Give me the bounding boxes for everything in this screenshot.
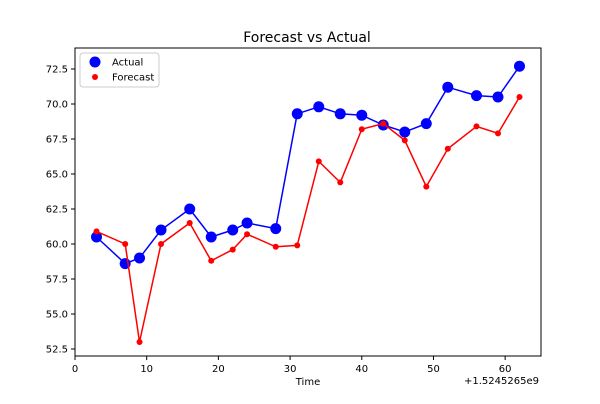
- forecast-data-point: [208, 257, 215, 264]
- forecast-data-point: [473, 123, 480, 130]
- legend-forecast-label: Forecast: [112, 73, 154, 84]
- plot-area: [91, 60, 525, 345]
- forecast-data-point: [337, 179, 344, 186]
- legend-actual-marker: [89, 56, 101, 68]
- forecast-data-point: [444, 145, 451, 152]
- forecast-data-point: [244, 231, 251, 238]
- actual-data-point: [420, 118, 432, 130]
- y-tick-label: 62.5: [46, 205, 68, 216]
- actual-data-point: [205, 231, 217, 243]
- forecast-data-point: [136, 339, 143, 345]
- forecast-data-point: [516, 94, 523, 100]
- x-tick-label: 10: [140, 364, 153, 375]
- forecast-data-point: [401, 137, 408, 144]
- legend: Actual Forecast: [79, 52, 160, 88]
- x-axis-label: Time: [295, 377, 320, 388]
- y-tick-label: 57.5: [46, 275, 68, 286]
- y-tick-label: 55.0: [46, 310, 68, 321]
- x-tick-label: 20: [212, 364, 225, 375]
- actual-data-point: [513, 60, 525, 72]
- y-tick-label: 65.0: [46, 170, 68, 181]
- actual-data-point: [91, 231, 103, 243]
- actual-data-point: [227, 224, 239, 236]
- legend-forecast-marker: [92, 74, 98, 80]
- actual-data-point: [399, 126, 411, 138]
- actual-data-point: [442, 81, 454, 93]
- legend-actual-label: Actual: [112, 58, 143, 69]
- x-tick-label: 40: [355, 364, 368, 375]
- actual-data-point: [241, 217, 253, 229]
- actual-data-point: [313, 101, 325, 113]
- axes: 0 10 20 30 40 50 60 52.5 55.0 57.5 60.0 62.5 65.0 67.…: [46, 65, 512, 376]
- x-tick-label: 0: [72, 364, 78, 375]
- y-tick-label: 72.5: [46, 65, 68, 76]
- forecast-data-point: [158, 241, 165, 247]
- y-tick-label: 70.0: [46, 100, 68, 111]
- chart-title: Forecast vs Actual: [243, 30, 371, 46]
- y-tick-label: 52.5: [46, 345, 68, 356]
- actual-data-point: [492, 91, 504, 103]
- actual-data-point: [134, 252, 146, 264]
- forecast-data-point: [423, 183, 430, 190]
- forecast-series-line: [96, 96, 521, 343]
- x-tick-label: 60: [499, 364, 512, 375]
- forecast-data-point: [294, 242, 301, 249]
- forecast-data-point: [229, 246, 236, 253]
- x-tick-label: 50: [427, 364, 440, 375]
- actual-data-point: [470, 90, 482, 102]
- y-tick-label: 60.0: [46, 240, 68, 251]
- actual-data-point: [334, 108, 346, 120]
- actual-data-point: [270, 223, 282, 235]
- plot-frame: [74, 47, 542, 357]
- actual-data-point: [291, 108, 303, 120]
- actual-series-line: [95, 65, 521, 265]
- forecast-data-point: [93, 228, 100, 235]
- actual-data-point: [155, 224, 167, 236]
- forecast-data-point: [380, 120, 387, 127]
- x-offset-label: +1.5245265e9: [464, 376, 539, 387]
- actual-data-point: [356, 109, 368, 121]
- x-tick-label: 30: [284, 364, 297, 375]
- forecast-data-point: [315, 158, 322, 165]
- forecast-data-point: [272, 243, 279, 250]
- forecast-data-point: [358, 126, 365, 133]
- y-tick-label: 67.5: [46, 135, 68, 146]
- forecast-data-point: [122, 241, 129, 247]
- actual-data-point: [184, 203, 196, 215]
- forecast-data-point: [494, 130, 501, 137]
- forecast-data-point: [186, 220, 193, 226]
